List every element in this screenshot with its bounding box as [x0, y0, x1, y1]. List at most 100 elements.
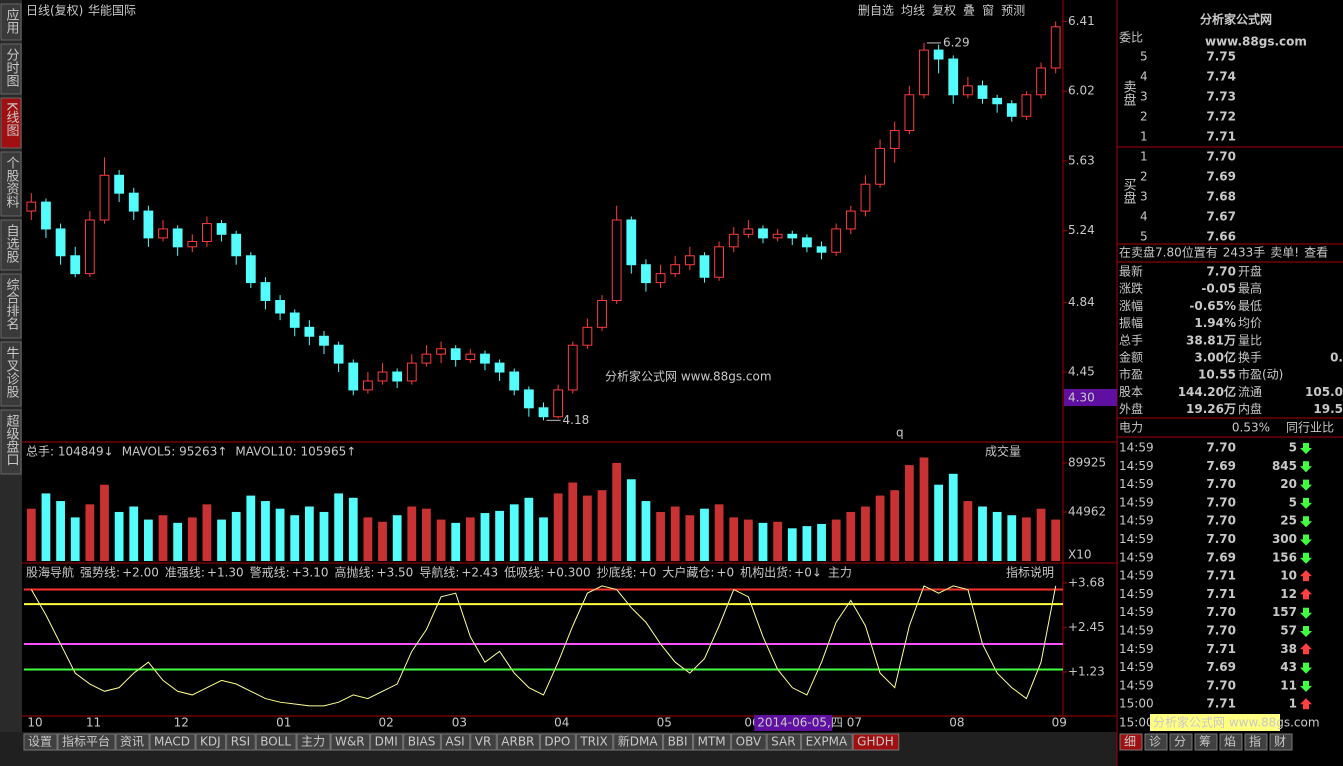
bottom-tab[interactable]: [403, 733, 441, 751]
left-tab[interactable]: [0, 219, 22, 271]
volume-bar: [304, 506, 314, 561]
bottom-tab-label[interactable]: VR: [475, 735, 492, 749]
left-tab-label[interactable]: 自选股: [4, 224, 20, 264]
volume-bar: [422, 508, 431, 561]
bottom-tab-label[interactable]: OBV: [736, 735, 762, 749]
notice[interactable]: 查看: [1304, 246, 1328, 260]
bottom-tab-label[interactable]: 指标平台: [62, 734, 110, 749]
left-tab-label[interactable]: 超级盘口: [4, 414, 20, 466]
bottom-tab-label[interactable]: MTM: [698, 735, 726, 749]
volume-bar: [714, 504, 724, 561]
bottom-tab[interactable]: [330, 733, 371, 751]
quote-tab[interactable]: [1144, 733, 1168, 751]
bottom-tab-label[interactable]: SAR: [771, 735, 795, 749]
quote-tab[interactable]: [1119, 733, 1143, 751]
quote-tab-label[interactable]: 诊: [1149, 735, 1161, 749]
toolbar-button[interactable]: 删自选: [858, 4, 894, 18]
bottom-tab[interactable]: [195, 733, 227, 751]
quote-tab-label[interactable]: 财: [1274, 735, 1286, 749]
toolbar-button[interactable]: 预测: [1001, 4, 1025, 18]
bottom-tab-label[interactable]: EXPMA: [806, 735, 848, 749]
quote-tab[interactable]: [1269, 733, 1293, 751]
bottom-tab-label[interactable]: W&R: [335, 735, 365, 749]
bottom-tab[interactable]: [801, 733, 853, 751]
bottom-tab[interactable]: [440, 733, 471, 751]
bottom-tab[interactable]: [149, 733, 196, 751]
left-tab-label[interactable]: 牛叉诊股: [4, 346, 20, 399]
bottom-tab-label[interactable]: ARBR: [501, 735, 534, 749]
bottom-tab-label[interactable]: MACD: [154, 735, 190, 749]
volume-bar: [56, 501, 65, 561]
bottom-tab[interactable]: [852, 733, 900, 751]
bottom-tab-label[interactable]: 主力: [301, 735, 325, 749]
left-tab[interactable]: [0, 341, 22, 407]
left-tab-label[interactable]: 个股资料: [4, 156, 20, 208]
bottom-tab[interactable]: [693, 733, 732, 751]
candle-body: [523, 389, 534, 409]
quote-tab[interactable]: [1169, 733, 1193, 751]
indicator-line-value: +3.10: [292, 566, 329, 580]
quote-tab-label[interactable]: 筹: [1199, 735, 1211, 749]
bottom-tab[interactable]: [575, 733, 614, 751]
bottom-tab[interactable]: [731, 733, 767, 751]
left-tab[interactable]: [0, 151, 22, 217]
toolbar-button[interactable]: 叠: [963, 4, 975, 18]
bottom-tab[interactable]: [296, 733, 331, 751]
left-tab[interactable]: [0, 3, 22, 41]
bottom-tab[interactable]: [470, 733, 497, 751]
indicator-help[interactable]: 指标说明: [1006, 565, 1054, 580]
left-tab[interactable]: [0, 97, 22, 149]
candle-body: [889, 130, 900, 149]
volume-bar: [85, 504, 95, 561]
left-tab[interactable]: [0, 273, 22, 339]
left-tab-label[interactable]: 应用: [4, 7, 20, 35]
bottom-tab[interactable]: [496, 733, 540, 751]
candle-body: [758, 228, 768, 239]
stat-value: 1.94%: [1194, 316, 1236, 330]
tick-volume: 43: [1280, 660, 1297, 674]
bottom-tab-label[interactable]: BIAS: [408, 735, 436, 749]
toolbar-button[interactable]: 窗: [982, 4, 994, 18]
bottom-tab[interactable]: [613, 733, 664, 751]
bottom-tab[interactable]: [255, 733, 297, 751]
bottom-tab[interactable]: [766, 733, 802, 751]
left-tab-label[interactable]: K线图: [4, 102, 20, 137]
quote-tab[interactable]: [1194, 733, 1218, 751]
left-tab[interactable]: [0, 409, 22, 475]
toolbar-button[interactable]: 复权: [932, 4, 956, 18]
bottom-tab-label[interactable]: RSI: [231, 735, 251, 749]
bottom-tab-label[interactable]: ASI: [445, 735, 464, 749]
bottom-tab[interactable]: [57, 733, 116, 751]
sector-compare[interactable]: 同行业比: [1286, 421, 1334, 435]
bottom-tab[interactable]: [539, 733, 576, 751]
bottom-tab-label[interactable]: 设置: [28, 735, 52, 749]
bottom-tab-label[interactable]: DPO: [544, 735, 570, 749]
quote-tab-label[interactable]: 细: [1124, 735, 1136, 749]
bottom-tab-label[interactable]: BBI: [668, 735, 688, 749]
quote-tab-label[interactable]: 指: [1249, 734, 1261, 749]
bottom-tab-label[interactable]: 资讯: [120, 735, 144, 749]
bottom-tab-label[interactable]: DMI: [375, 735, 398, 749]
bottom-tab-label[interactable]: TRIX: [579, 735, 607, 749]
bottom-tab[interactable]: [226, 733, 256, 751]
tick-volume: 157: [1272, 605, 1297, 619]
quote-tab[interactable]: [1244, 733, 1268, 751]
volume-selector[interactable]: 成交量: [985, 444, 1021, 459]
order-level: 1: [1140, 130, 1148, 144]
bottom-tab[interactable]: [115, 733, 150, 751]
bottom-tab[interactable]: [370, 733, 404, 751]
bottom-tab-label[interactable]: BOLL: [260, 735, 291, 749]
left-tab-label[interactable]: 综合排名: [4, 278, 20, 330]
candle-body: [553, 389, 564, 418]
bottom-tab[interactable]: [23, 733, 58, 751]
bottom-tab-label[interactable]: GHDH: [857, 735, 894, 749]
bottom-tab-label[interactable]: 新DMA: [618, 734, 659, 749]
bottom-tab-label[interactable]: KDJ: [200, 735, 221, 749]
bottom-tab[interactable]: [663, 733, 694, 751]
left-tab[interactable]: [0, 43, 22, 95]
quote-tab[interactable]: [1219, 733, 1243, 751]
quote-tab-label[interactable]: 焰: [1224, 734, 1236, 749]
left-tab-label[interactable]: 分时图: [4, 48, 20, 87]
quote-tab-label[interactable]: 分: [1174, 735, 1186, 749]
toolbar-button[interactable]: 均线: [901, 4, 925, 18]
